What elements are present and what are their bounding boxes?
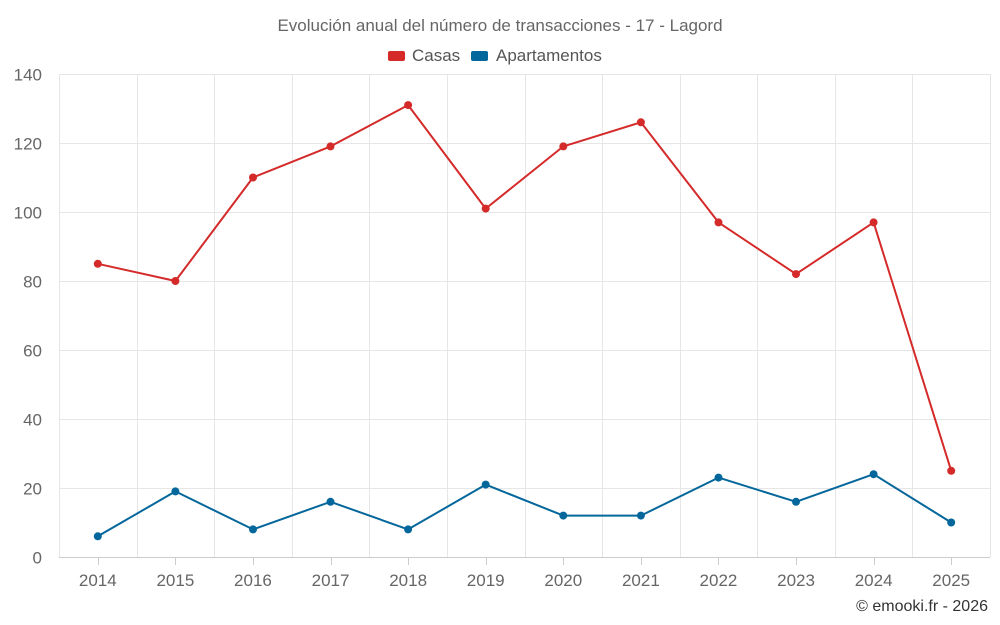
x-tick-label: 2017 [312,571,350,590]
x-tick-label: 2022 [700,571,738,590]
data-point-casas[interactable] [869,218,878,227]
data-point-casas[interactable] [326,142,335,151]
data-point-apartamentos[interactable] [714,473,723,482]
x-tick-label: 2020 [544,571,582,590]
data-point-casas[interactable] [714,218,723,227]
x-tick-label: 2016 [234,571,272,590]
credit: © emooki.fr - 2026 [856,598,988,615]
data-point-casas[interactable] [947,466,956,475]
y-tick-label: 0 [33,549,42,568]
y-tick-label: 120 [14,135,42,154]
x-tick-label: 2025 [932,571,970,590]
data-point-casas[interactable] [792,270,800,279]
data-point-casas[interactable] [481,204,490,213]
series-line-casas [97,104,953,472]
x-tick-label: 2019 [467,571,505,590]
legend-swatch-apartamentos [471,51,488,61]
data-point-apartamentos[interactable] [249,525,257,534]
legend[interactable]: Casas Apartamentos [388,46,602,65]
x-tick-label: 2021 [622,571,660,590]
data-point-casas[interactable] [93,259,102,268]
x-tick-label: 2024 [855,571,893,590]
data-point-apartamentos[interactable] [326,497,335,506]
x-tick-label: 2015 [156,571,194,590]
axes: 0 20 40 60 80 100 120 140 2014 2015 2016 2017 2018 20… [14,66,990,590]
data-point-apartamentos[interactable] [404,525,413,534]
data-point-casas[interactable] [249,173,257,182]
grid [59,74,991,558]
series [93,101,956,541]
y-tick-label: 140 [14,66,42,85]
x-tick-label: 2023 [777,571,815,590]
data-point-apartamentos[interactable] [869,470,878,479]
data-point-apartamentos[interactable] [559,511,568,520]
series-line-apartamentos [97,473,952,538]
data-point-apartamentos[interactable] [93,532,102,541]
y-tick-label: 60 [23,342,42,361]
legend-label-apartamentos[interactable]: Apartamentos [496,46,602,65]
legend-label-casas[interactable]: Casas [412,46,460,65]
y-tick-label: 40 [23,411,42,430]
y-tick-label: 100 [14,204,42,223]
data-point-apartamentos[interactable] [481,480,490,489]
x-tick-label: 2018 [389,571,427,590]
data-point-casas[interactable] [404,101,413,110]
data-point-casas[interactable] [636,118,645,127]
y-tick-label: 20 [23,480,42,499]
data-point-apartamentos[interactable] [636,511,645,520]
y-tick-label: 80 [23,273,42,292]
data-point-apartamentos[interactable] [947,518,956,527]
chart-title: Evolución anual del número de transaccio… [277,16,722,35]
data-point-casas[interactable] [559,142,568,151]
legend-swatch-casas [388,51,405,61]
data-point-casas[interactable] [171,277,180,285]
data-point-apartamentos[interactable] [171,487,180,496]
data-point-apartamentos[interactable] [792,497,800,506]
x-tick-label: 2014 [79,571,117,590]
